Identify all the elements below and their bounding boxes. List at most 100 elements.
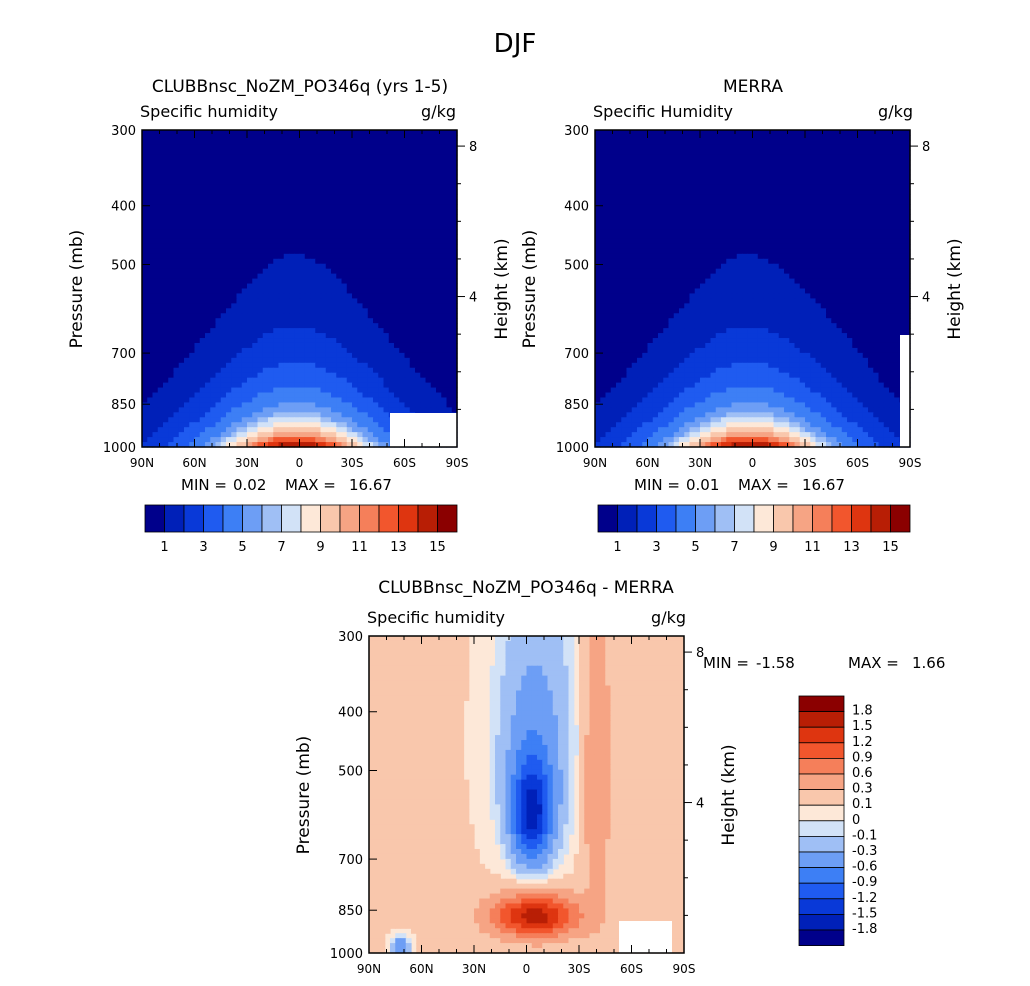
contour-cell: [289, 417, 295, 423]
contour-cell: [231, 372, 238, 379]
contour-cell: [357, 298, 364, 304]
contour-cell: [430, 392, 437, 399]
contour-cell: [199, 263, 206, 270]
contour-cell: [289, 199, 295, 205]
contour-cell: [278, 194, 285, 200]
contour-cell: [178, 347, 185, 354]
contour-cell: [362, 402, 369, 408]
contour-cell: [679, 130, 685, 136]
contour-cell: [247, 313, 253, 319]
contour-cell: [142, 159, 148, 166]
contour-cell: [304, 422, 311, 428]
contour-cell: [325, 422, 332, 428]
contour-cell: [362, 392, 369, 399]
contour-cell: [257, 352, 264, 359]
contour-cell: [710, 130, 717, 136]
contour-cell: [731, 130, 738, 136]
contour-cell: [889, 164, 895, 171]
contour-cell: [315, 278, 322, 285]
contour-cell: [441, 214, 448, 220]
contour-cell: [304, 219, 311, 225]
contour-cell: [595, 189, 601, 195]
contour-cell: [341, 288, 348, 295]
contour-cell: [336, 323, 343, 329]
contour-cell: [652, 130, 659, 136]
contour-cell: [252, 238, 259, 245]
contour-cell: [189, 243, 196, 250]
contour-cell: [215, 288, 222, 295]
contour-cell: [373, 194, 379, 200]
contour-cell: [658, 130, 664, 136]
contour-cell: [299, 149, 306, 156]
contour-cell: [189, 442, 196, 448]
contour-cell: [152, 130, 159, 136]
contour-cell: [336, 417, 343, 423]
contour-cell: [378, 427, 385, 433]
contour-cell: [310, 130, 316, 136]
contour-cell: [210, 352, 217, 359]
contour-cell: [404, 149, 411, 156]
contour-cell: [446, 333, 453, 339]
contour-cell: [747, 149, 754, 156]
contour-cell: [331, 397, 337, 404]
contour-cell: [194, 149, 201, 156]
contour-cell: [168, 328, 175, 334]
contour-cell: [336, 258, 343, 265]
contour-cell: [257, 238, 264, 245]
contour-cell: [378, 194, 385, 200]
contour-cell: [268, 273, 274, 280]
contour-cell: [320, 333, 327, 339]
contour-cell: [157, 219, 164, 225]
contour-cell: [310, 234, 316, 240]
contour-cell: [399, 238, 406, 245]
contour-cell: [367, 323, 374, 329]
contour-cell: [430, 298, 437, 304]
contour-cell: [420, 352, 427, 359]
contour-cell: [168, 288, 175, 295]
contour-cell: [294, 258, 301, 265]
contour-cell: [420, 278, 427, 285]
contour-cell: [289, 347, 295, 354]
contour-cell: [304, 130, 311, 136]
contour-cell: [257, 367, 264, 374]
contour-cell: [736, 204, 743, 210]
contour-cell: [247, 412, 253, 418]
contour-cell: [215, 427, 222, 433]
contour-cell: [236, 387, 243, 394]
contour-cell: [184, 149, 190, 156]
contour-cell: [147, 159, 154, 166]
contour-cell: [331, 417, 337, 423]
contour-cell: [642, 174, 649, 181]
contour-cell: [595, 159, 601, 166]
contour-cell: [205, 392, 211, 399]
contour-cell: [247, 367, 253, 374]
contour-cell: [378, 130, 385, 136]
contour-cell: [299, 352, 306, 359]
contour-cell: [710, 164, 717, 171]
contour-cell: [315, 194, 322, 200]
contour-cell: [294, 164, 301, 171]
contour-cell: [142, 154, 148, 161]
contour-cell: [273, 194, 280, 200]
contour-cell: [289, 372, 295, 379]
contour-cell: [299, 347, 306, 354]
contour-cell: [647, 174, 654, 181]
contour-cell: [226, 333, 232, 339]
contour-cell: [752, 144, 759, 151]
contour-cell: [736, 134, 743, 141]
contour-cell: [336, 437, 343, 443]
contour-cell: [425, 402, 432, 408]
contour-cell: [320, 323, 327, 329]
contour-cell: [268, 293, 274, 299]
contour-cell: [352, 273, 358, 280]
contour-cell: [441, 313, 448, 319]
contour-cell: [383, 347, 390, 354]
contour-cell: [736, 199, 743, 205]
contour-cell: [199, 437, 206, 443]
contour-cell: [147, 258, 154, 265]
contour-cell: [163, 352, 169, 359]
contour-cell: [157, 189, 164, 195]
contour-cell: [736, 179, 743, 186]
contour-cell: [262, 342, 269, 349]
contour-cell: [215, 209, 222, 215]
